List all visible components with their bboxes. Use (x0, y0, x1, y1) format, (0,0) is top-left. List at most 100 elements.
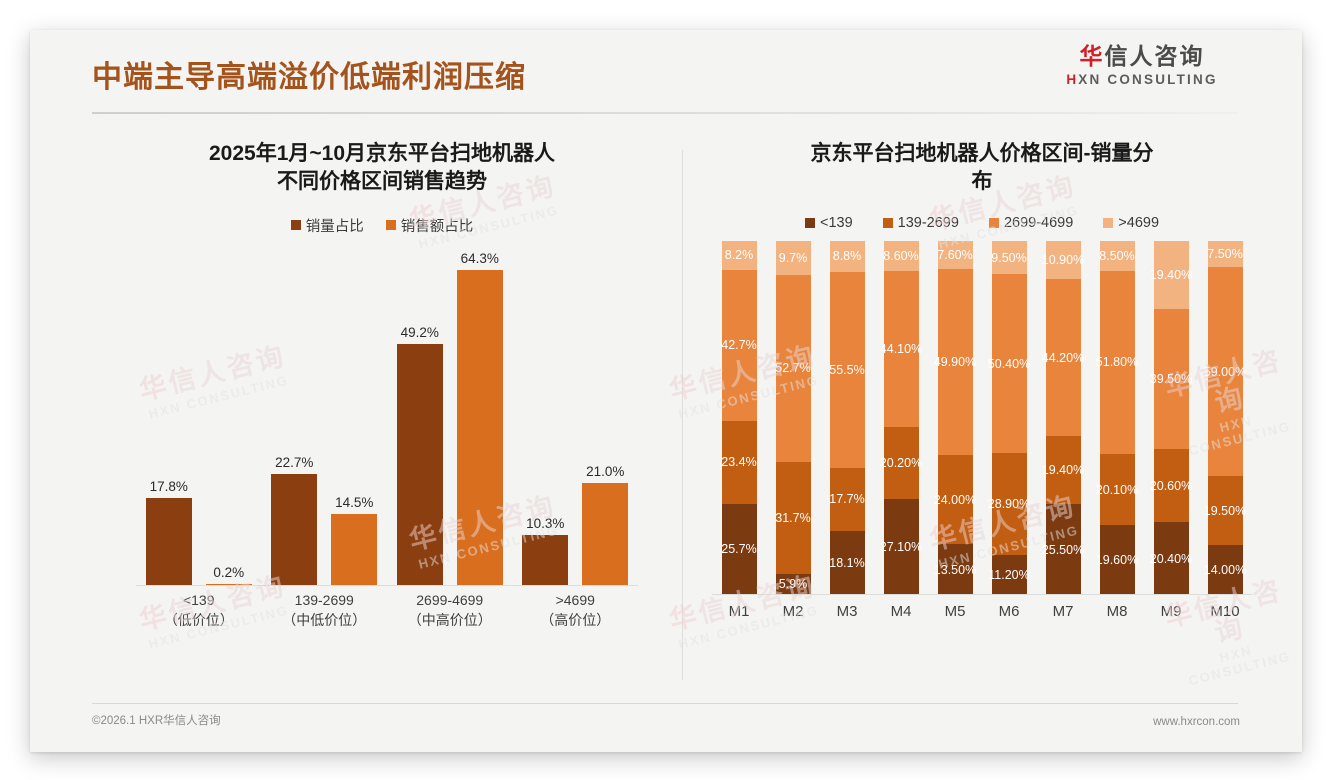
right-chart-stack: 8.8% 55.5% 17.7% 18.1% (829, 240, 865, 595)
logo-english-text: HXN CONSULTING (1042, 72, 1242, 87)
right-chart-segment[interactable]: 11.20% (988, 555, 1030, 595)
legend-swatch-icon (1103, 217, 1114, 228)
right-chart-segment[interactable]: 19.60% (1096, 525, 1138, 595)
right-chart-segment[interactable]: 50.40% (988, 274, 1030, 453)
right-chart-segment[interactable]: 19.40% (1150, 240, 1192, 310)
right-chart-segment[interactable]: 52.7% (775, 275, 811, 462)
left-chart-bar[interactable] (145, 498, 192, 586)
right-chart-segment[interactable]: 20.60% (1150, 449, 1192, 523)
left-chart-x-label-line: （中低价位） (282, 611, 367, 628)
right-chart-value-label: 8.2% (724, 248, 754, 263)
left-chart-x-labels: <139 （低价位） 139-2699 （中低价位） 2699-4699 （中高价位） >4… (136, 586, 638, 628)
right-chart-segment[interactable]: 8.8% (829, 240, 865, 272)
right-chart-segment[interactable]: 19.50% (1204, 476, 1246, 546)
right-chart-value-label: 14.00% (1203, 562, 1247, 577)
right-chart-segment[interactable]: 55.5% (829, 271, 865, 469)
right-chart-title-line1: 京东平台扫地机器人价格区间-销量分 (810, 142, 1154, 165)
right-chart-segment[interactable]: 8.50% (1099, 240, 1135, 271)
right-chart-segment[interactable]: 25.7% (721, 503, 757, 595)
right-chart-segment[interactable]: 59.00% (1204, 267, 1246, 477)
right-chart-x-labels: M1 M2 M3 M4 M5 M6 M7 M8 M9 M10 (712, 595, 1252, 631)
right-chart-segment[interactable]: 8.60% (883, 240, 919, 272)
right-chart-value-label: 44.10% (879, 342, 923, 357)
right-chart-segment[interactable]: 9.50% (991, 240, 1027, 275)
right-chart-segment[interactable]: 51.80% (1096, 270, 1138, 455)
right-chart-value-label: 50.40% (987, 356, 1031, 371)
left-chart-bar[interactable] (271, 474, 318, 586)
right-chart-legend-item-1[interactable]: 139-2699 (882, 215, 959, 231)
right-chart-value-label: 27.10% (879, 539, 923, 554)
right-chart-value-label: 51.80% (1095, 355, 1139, 370)
left-chart-group: 49.2% 64.3% (387, 242, 513, 586)
right-chart-segment[interactable]: 14.00% (1204, 545, 1246, 595)
right-chart-segment[interactable]: 20.20% (880, 427, 922, 499)
legend-swatch-icon (385, 220, 396, 231)
logo-en-red: H (1066, 72, 1079, 88)
right-chart-segment[interactable]: 28.90% (988, 452, 1030, 556)
left-chart-legend-item-0[interactable]: 销量占比 (290, 215, 364, 236)
right-chart-segment[interactable]: 44.10% (880, 271, 922, 428)
right-chart-value-label: 49.90% (933, 354, 977, 369)
left-chart-value-label: 0.2% (213, 564, 245, 580)
right-chart-segment[interactable]: 7.60% (937, 240, 973, 269)
right-chart-value-label: 8.8% (832, 249, 862, 264)
right-chart-legend-item-3[interactable]: >4699 (1103, 215, 1159, 231)
right-chart-legend: <139 139-2699 2699-4699 >4699 (682, 215, 1282, 231)
right-chart-segment[interactable]: 18.1% (829, 530, 865, 595)
right-chart-value-label: 20.10% (1095, 482, 1139, 497)
left-chart-bar[interactable] (456, 269, 503, 586)
right-chart-value-label: 52.7% (775, 361, 811, 376)
right-chart-segment[interactable]: 20.10% (1096, 454, 1138, 526)
left-chart-x-label-line: <139 (182, 591, 215, 608)
left-chart-bar[interactable] (396, 343, 443, 586)
right-chart-segment[interactable]: 25.50% (1042, 504, 1084, 595)
right-chart-segment[interactable]: 7.50% (1207, 240, 1243, 268)
right-chart-segment[interactable]: 17.7% (829, 468, 865, 531)
right-chart-x-label: M6 (998, 602, 1020, 620)
right-chart-plot-area: 8.2% 42.7% 23.4% 25.7% 9.7% 52.7% 31.7% 5.9% 8.8… (712, 240, 1252, 595)
right-chart-segment[interactable]: 44.20% (1042, 279, 1084, 436)
legend-label: <139 (819, 214, 853, 231)
legend-swatch-icon (804, 217, 815, 228)
right-chart-x-label: M5 (944, 602, 966, 620)
right-chart-stack: 8.50% 51.80% 20.10% 19.60% (1096, 240, 1138, 595)
right-chart-legend-item-2[interactable]: 2699-4699 (988, 215, 1073, 231)
right-chart-segment[interactable]: 24.00% (934, 454, 976, 545)
right-chart-segment[interactable]: 23.4% (721, 420, 757, 504)
right-chart-segment[interactable]: 19.40% (1042, 435, 1084, 505)
right-chart-value-label: 11.20% (988, 567, 1030, 582)
left-chart-legend-item-1[interactable]: 销售额占比 (385, 215, 473, 236)
right-chart-segment[interactable]: 31.7% (775, 461, 811, 574)
left-chart-bar[interactable] (582, 482, 629, 586)
left-chart-bar-wrapper: 49.2% (396, 242, 443, 586)
left-chart-title-line1: 2025年1月~10月京东平台扫地机器人 (208, 142, 556, 165)
left-chart-x-label-line: 139-2699 (294, 591, 354, 608)
logo-cn-rest: 信人咨询 (1104, 43, 1205, 69)
left-chart-bar[interactable] (331, 514, 378, 586)
right-stacked-bar-chart: 8.2% 42.7% 23.4% 25.7% 9.7% 52.7% 31.7% 5.9% 8.8… (702, 231, 1262, 631)
right-chart-legend-item-0[interactable]: <139 (804, 214, 853, 231)
left-chart-bar[interactable] (522, 535, 569, 586)
right-chart-value-label: 8.60% (883, 248, 919, 263)
right-chart-segment[interactable]: 5.9% (775, 573, 811, 595)
right-chart-segment[interactable]: 49.90% (934, 269, 976, 455)
right-chart-value-label: 18.1% (829, 555, 865, 570)
right-chart-stack: 8.60% 44.10% 20.20% 27.10% (880, 240, 922, 595)
left-chart-x-label-line: >4699 (555, 591, 595, 608)
left-chart-group: 17.8% 0.2% (136, 242, 262, 586)
right-chart-segment[interactable]: 20.40% (1150, 522, 1192, 595)
right-chart-segment[interactable]: 42.7% (721, 269, 757, 421)
left-chart-bar-wrapper: 14.5% (331, 242, 378, 586)
right-chart-segment[interactable]: 10.90% (1042, 240, 1084, 280)
right-chart-column: 19.40% 39.50% 20.60% 20.40% (1144, 240, 1198, 595)
legend-swatch-icon (290, 220, 301, 231)
right-chart-segment[interactable]: 39.50% (1150, 309, 1192, 450)
left-chart-x-label-line: （低价位） (163, 611, 234, 628)
right-chart-segment[interactable]: 13.50% (934, 544, 976, 595)
right-chart-segment[interactable]: 27.10% (880, 498, 922, 595)
right-chart-value-label: 17.7% (829, 492, 865, 507)
right-chart-segment[interactable]: 9.7% (775, 240, 811, 276)
right-chart-segment[interactable]: 8.2% (721, 240, 757, 270)
right-chart-value-label: 25.50% (1041, 542, 1085, 557)
legend-label: >4699 (1118, 214, 1160, 231)
